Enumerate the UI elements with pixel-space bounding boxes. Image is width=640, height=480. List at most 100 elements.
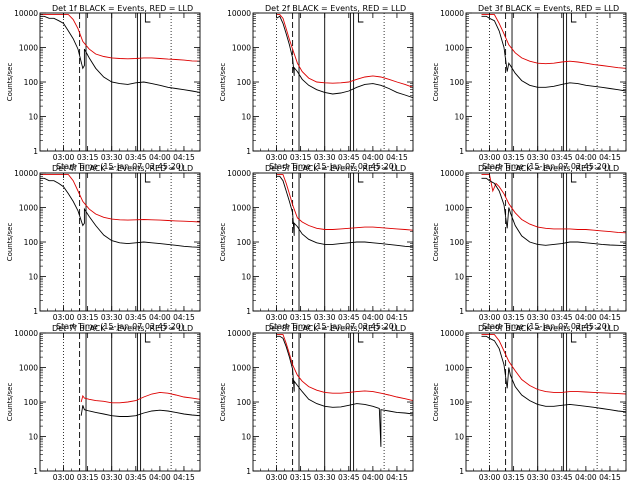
x-tick-label: 03:45 — [125, 473, 147, 480]
y-tick-label: 100 — [24, 78, 39, 87]
chart-panel: Det 1f BLACK = Events, RED = LLD 1 10 100 10… — [6, 4, 201, 171]
chart-panel: Det 3f BLACK = Events, RED = LLD 1 10 100 10… — [432, 4, 627, 171]
x-axis-label: Start Time (15-Jan-07 02:45:20) — [56, 162, 184, 171]
x-tick-label: 04:00 — [149, 313, 171, 322]
y-tick-label: 10000 — [14, 169, 38, 178]
y-tick-label: 1 — [246, 307, 251, 316]
x-tick-label: 04:00 — [362, 153, 384, 162]
x-tick-label: 04:15 — [599, 473, 621, 480]
lld-series-line — [40, 174, 200, 223]
y-tick-label: 10 — [28, 433, 38, 442]
chart-panel: Det 9f BLACK = Events, RED = LLD 1 10 100 10… — [432, 324, 627, 480]
y-tick-label: 10 — [454, 113, 464, 122]
corner-marker — [570, 13, 577, 23]
events-series-line — [481, 15, 626, 92]
y-axis-label: Counts/sec — [6, 63, 14, 102]
x-tick-label: 03:30 — [314, 473, 336, 480]
events-series-line — [40, 177, 200, 248]
chart-panel: Det 7f BLACK = Events, RED = LLD 1 10 100 10… — [6, 324, 201, 480]
x-tick-label: 03:00 — [53, 313, 75, 322]
y-tick-label: 1 — [33, 467, 38, 476]
y-tick-label: 1 — [459, 307, 464, 316]
x-tick-label: 04:00 — [362, 473, 384, 480]
y-tick-label: 1 — [33, 307, 38, 316]
lld-series-line — [481, 14, 626, 69]
chart-panel: Det 2f BLACK = Events, RED = LLD 1 10 100 10… — [219, 4, 414, 171]
x-tick-label: 03:45 — [551, 153, 573, 162]
corner-marker — [144, 333, 151, 343]
y-tick-label: 10000 — [227, 329, 251, 338]
y-tick-label: 10 — [28, 273, 38, 282]
y-tick-label: 100 — [237, 398, 252, 407]
x-axis-label: Start Time (15-Jan-07 02:45:20) — [482, 322, 610, 331]
x-tick-label: 03:45 — [125, 313, 147, 322]
lld-series-line — [481, 334, 626, 395]
x-tick-label: 03:30 — [527, 313, 549, 322]
events-series-line — [80, 405, 200, 417]
x-axis-label: Start Time (15-Jan-07 02:45:20) — [269, 322, 397, 331]
x-tick-label: 03:30 — [527, 153, 549, 162]
y-tick-label: 10 — [454, 433, 464, 442]
y-axis-label: Counts/sec — [219, 383, 227, 422]
x-tick-label: 04:15 — [173, 153, 195, 162]
x-tick-label: 03:15 — [290, 153, 312, 162]
x-tick-label: 04:15 — [599, 153, 621, 162]
x-tick-label: 04:00 — [575, 473, 597, 480]
x-tick-label: 03:00 — [266, 473, 288, 480]
x-tick-label: 04:15 — [173, 473, 195, 480]
chart-panel: Det 5f BLACK = Events, RED = LLD 1 10 100 10… — [219, 164, 414, 331]
x-tick-label: 03:00 — [53, 473, 75, 480]
y-tick-label: 100 — [450, 78, 465, 87]
y-axis-label: Counts/sec — [6, 223, 14, 262]
y-tick-label: 1 — [33, 147, 38, 156]
corner-marker — [570, 173, 577, 183]
x-tick-label: 03:30 — [101, 313, 123, 322]
y-tick-label: 10000 — [227, 9, 251, 18]
events-series-line — [276, 335, 413, 447]
x-tick-label: 03:15 — [77, 153, 99, 162]
y-axis-label: Counts/sec — [219, 63, 227, 102]
y-tick-label: 10000 — [14, 329, 38, 338]
events-series-line — [276, 15, 413, 99]
y-tick-label: 100 — [24, 398, 39, 407]
lld-series-line — [276, 174, 413, 231]
x-tick-label: 03:00 — [266, 153, 288, 162]
x-tick-label: 04:00 — [149, 473, 171, 480]
x-axis-label: Start Time (15-Jan-07 02:45:20) — [269, 162, 397, 171]
corner-marker — [357, 173, 364, 183]
corner-marker — [357, 333, 364, 343]
x-tick-label: 04:00 — [575, 313, 597, 322]
x-tick-label: 04:00 — [149, 153, 171, 162]
x-tick-label: 03:30 — [527, 473, 549, 480]
y-tick-label: 100 — [237, 78, 252, 87]
chart-title: Det 3f BLACK = Events, RED = LLD — [478, 4, 619, 13]
lld-series-line — [40, 14, 200, 62]
x-tick-label: 03:45 — [338, 153, 360, 162]
x-tick-label: 03:15 — [503, 473, 525, 480]
x-tick-label: 04:15 — [386, 313, 408, 322]
y-tick-label: 1 — [459, 147, 464, 156]
x-tick-label: 03:30 — [314, 153, 336, 162]
chart-title: Det 7f BLACK = Events, RED = LLD — [52, 324, 193, 333]
x-tick-label: 03:15 — [290, 313, 312, 322]
lld-series-line — [481, 174, 626, 234]
y-tick-label: 1 — [246, 147, 251, 156]
y-axis-label: Counts/sec — [432, 63, 440, 102]
plot-frame — [39, 172, 201, 312]
x-tick-label: 03:30 — [101, 153, 123, 162]
x-tick-label: 04:15 — [386, 153, 408, 162]
x-tick-label: 04:15 — [173, 313, 195, 322]
y-tick-label: 10 — [28, 113, 38, 122]
chart-title: Det 1f BLACK = Events, RED = LLD — [52, 4, 193, 13]
x-tick-label: 03:00 — [266, 313, 288, 322]
x-tick-label: 04:00 — [362, 313, 384, 322]
y-tick-label: 100 — [450, 238, 465, 247]
y-axis-label: Counts/sec — [219, 223, 227, 262]
chart-panel: Det 8f BLACK = Events, RED = LLD 1 10 100 10… — [219, 324, 414, 480]
y-tick-label: 1000 — [19, 364, 38, 373]
x-tick-label: 04:15 — [386, 473, 408, 480]
y-tick-label: 1 — [246, 467, 251, 476]
events-series-line — [276, 175, 413, 248]
corner-marker — [570, 333, 577, 343]
